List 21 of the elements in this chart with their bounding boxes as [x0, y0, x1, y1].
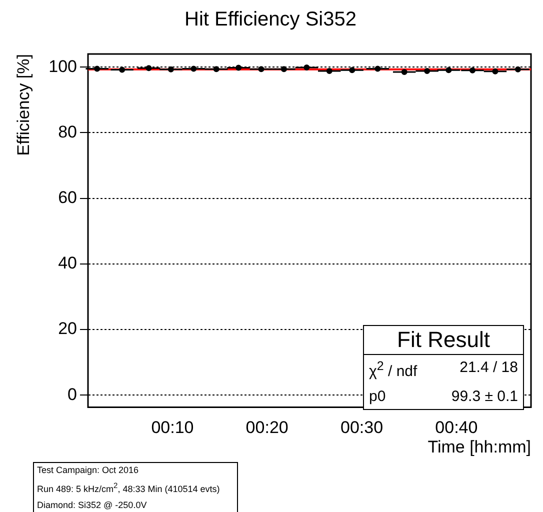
y-axis-title: Efficiency [%] — [14, 54, 33, 156]
x-tick-label: 00:20 — [246, 418, 288, 438]
annotation: Fit Result — [364, 326, 523, 355]
y-tick-label: 40 — [58, 254, 77, 273]
text: Diamond: Si352 @ -250.0V — [37, 500, 148, 510]
x-tick-label: 00:40 — [435, 418, 478, 438]
x-axis-title: Time [hh:mm] — [428, 437, 531, 456]
annotation: 99.3 ± 0.1 — [451, 388, 518, 405]
annotation: χ$^{2}$ / ndf — [369, 359, 418, 380]
chart-title: Hit Efficiency Si352 — [184, 8, 356, 31]
text: Run 489: 5 kHz/cm$^{2}$, 48:33 Min (410514 evts) — [37, 481, 221, 494]
text: Test Campaign: Oct 2016 — [37, 465, 140, 475]
y-tick-label: 60 — [58, 188, 77, 207]
y-tick-label: 20 — [58, 319, 77, 338]
annotation: p0 — [369, 388, 386, 405]
y-tick-label: 100 — [48, 56, 77, 76]
x-tick-label: 00:30 — [340, 418, 384, 438]
annotation: 21.4 / 18 — [460, 359, 518, 378]
x-tick-label: 00:10 — [151, 418, 194, 438]
y-tick-label: 0 — [68, 384, 77, 404]
y-tick-label: 80 — [58, 122, 77, 142]
